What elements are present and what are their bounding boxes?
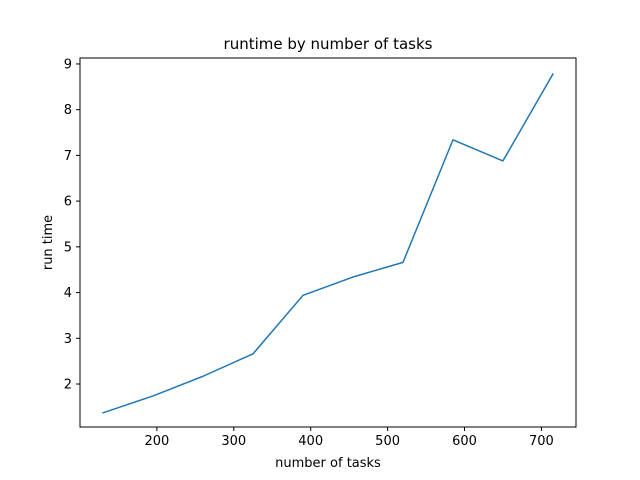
y-tick-label: 8 bbox=[64, 103, 72, 118]
series-lines bbox=[102, 72, 554, 414]
x-tick-label: 400 bbox=[298, 434, 323, 449]
x-tick-label: 600 bbox=[452, 434, 477, 449]
y-tick-label: 3 bbox=[64, 332, 72, 347]
chart-title: runtime by number of tasks bbox=[224, 35, 433, 53]
series-line bbox=[102, 72, 554, 414]
y-tick-label: 7 bbox=[64, 149, 72, 164]
y-tick-label: 9 bbox=[64, 57, 72, 72]
x-tick-label: 500 bbox=[375, 434, 400, 449]
x-axis-label: number of tasks bbox=[275, 456, 381, 471]
y-tick-label: 4 bbox=[64, 286, 72, 301]
y-tick-label: 6 bbox=[64, 195, 72, 210]
y-tick-label: 5 bbox=[64, 240, 72, 255]
axes-frame bbox=[79, 57, 577, 428]
axis-ticks: 200 300 400 500 600 700 2 3 4 5 6 7 8 9 bbox=[64, 57, 554, 449]
x-tick-label: 700 bbox=[529, 434, 554, 449]
y-axis-label: run time bbox=[41, 215, 56, 270]
x-tick-label: 300 bbox=[221, 434, 246, 449]
y-tick-label: 2 bbox=[64, 378, 72, 393]
x-tick-label: 200 bbox=[144, 434, 169, 449]
